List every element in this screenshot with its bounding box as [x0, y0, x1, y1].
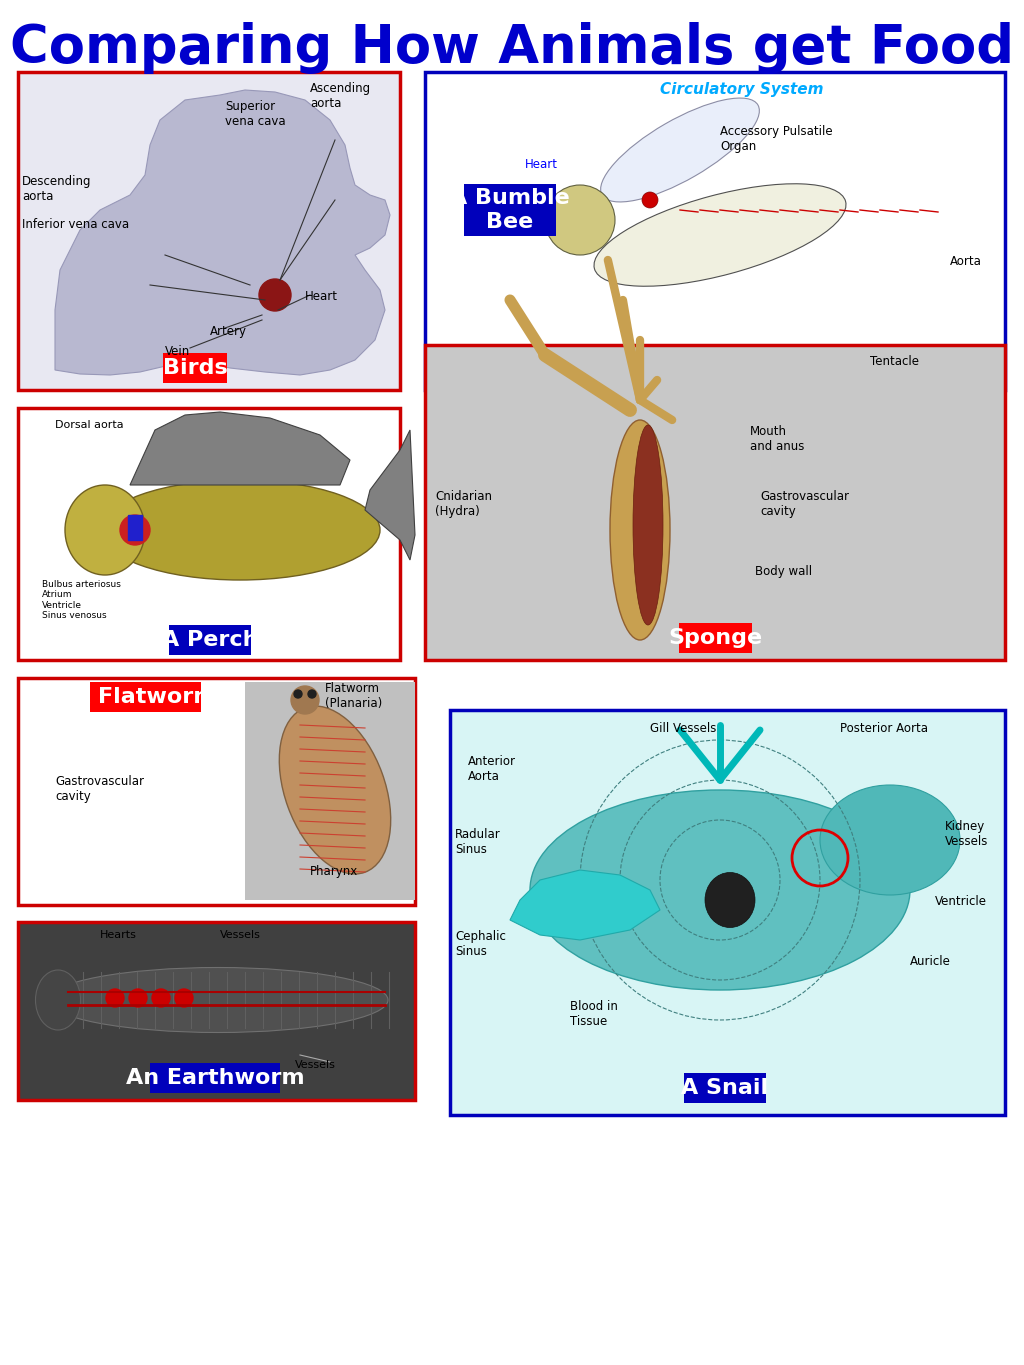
Text: Vessels: Vessels	[295, 1061, 336, 1070]
Circle shape	[642, 192, 658, 207]
Ellipse shape	[280, 706, 391, 874]
Text: A Snail: A Snail	[681, 1078, 769, 1097]
Text: Flatworm
(Planaria): Flatworm (Planaria)	[325, 682, 382, 710]
Circle shape	[106, 990, 124, 1007]
Text: Accessory Pulsatile
Organ: Accessory Pulsatile Organ	[720, 126, 833, 153]
Text: Descending
aorta: Descending aorta	[22, 175, 91, 203]
Text: Comparing How Animals get Food: Comparing How Animals get Food	[10, 22, 1014, 74]
Circle shape	[294, 689, 302, 698]
Text: Gastrovascular
cavity: Gastrovascular cavity	[760, 490, 849, 517]
Text: Gill Vessels: Gill Vessels	[650, 722, 717, 734]
Text: A Bumble
Bee: A Bumble Bee	[451, 188, 570, 232]
Text: Heart: Heart	[525, 158, 558, 171]
Ellipse shape	[601, 98, 760, 202]
FancyBboxPatch shape	[18, 408, 400, 661]
FancyBboxPatch shape	[245, 682, 415, 900]
Text: Hearts: Hearts	[100, 930, 137, 940]
Ellipse shape	[48, 968, 388, 1032]
Text: Artery: Artery	[210, 325, 247, 339]
Text: An Earthworm: An Earthworm	[126, 1067, 304, 1088]
Circle shape	[545, 186, 615, 255]
FancyBboxPatch shape	[89, 682, 201, 713]
FancyBboxPatch shape	[18, 921, 415, 1100]
Text: Tentacle: Tentacle	[870, 355, 919, 369]
FancyBboxPatch shape	[18, 72, 400, 390]
Polygon shape	[365, 430, 415, 560]
Text: Kidney
Vessels: Kidney Vessels	[945, 820, 988, 848]
Text: Inferior vena cava: Inferior vena cava	[22, 218, 129, 231]
Text: Posterior Aorta: Posterior Aorta	[840, 722, 928, 734]
Text: Aorta: Aorta	[950, 255, 982, 268]
FancyBboxPatch shape	[425, 345, 1005, 661]
Ellipse shape	[594, 184, 846, 287]
Ellipse shape	[65, 485, 145, 575]
Text: Pharynx: Pharynx	[310, 865, 358, 878]
Bar	[128, 515, 142, 541]
Polygon shape	[130, 412, 350, 485]
Ellipse shape	[100, 480, 380, 580]
Text: Cnidarian
(Hydra): Cnidarian (Hydra)	[435, 490, 492, 517]
Circle shape	[129, 990, 147, 1007]
Text: Mouth
and anus: Mouth and anus	[750, 425, 805, 453]
Text: Vessels: Vessels	[220, 930, 261, 940]
Text: Body wall: Body wall	[755, 565, 812, 577]
Text: Anterior
Aorta: Anterior Aorta	[468, 755, 516, 784]
FancyBboxPatch shape	[163, 354, 226, 384]
Text: Sponge: Sponge	[668, 628, 762, 648]
Ellipse shape	[36, 971, 81, 1031]
Text: Auricle: Auricle	[910, 955, 951, 968]
FancyBboxPatch shape	[150, 1063, 280, 1093]
Text: Superior
vena cava: Superior vena cava	[225, 100, 286, 128]
Text: Birds: Birds	[163, 358, 227, 378]
Polygon shape	[510, 870, 660, 940]
Text: Cephalic
Sinus: Cephalic Sinus	[455, 930, 506, 958]
Circle shape	[291, 687, 319, 714]
Text: Circulatory System: Circulatory System	[660, 82, 823, 97]
Text: Heart: Heart	[305, 289, 338, 303]
Text: Blood in
Tissue: Blood in Tissue	[570, 1001, 617, 1028]
Circle shape	[175, 990, 193, 1007]
Circle shape	[308, 689, 316, 698]
Text: Ascending
aorta: Ascending aorta	[310, 82, 371, 111]
Ellipse shape	[610, 420, 670, 640]
FancyBboxPatch shape	[169, 625, 251, 655]
Ellipse shape	[530, 790, 910, 990]
Text: Bulbus arteriosus
Atrium
Ventricle
Sinus venosus: Bulbus arteriosus Atrium Ventricle Sinus…	[42, 580, 121, 620]
FancyBboxPatch shape	[464, 184, 556, 236]
FancyBboxPatch shape	[18, 678, 415, 905]
Circle shape	[259, 278, 291, 311]
Text: Ventricle: Ventricle	[935, 895, 987, 908]
Ellipse shape	[633, 425, 663, 625]
Text: A Perch: A Perch	[162, 631, 258, 650]
Text: Radular
Sinus: Radular Sinus	[455, 829, 501, 856]
FancyBboxPatch shape	[450, 710, 1005, 1115]
Ellipse shape	[705, 872, 755, 927]
Text: Vein: Vein	[165, 345, 190, 358]
Text: A Flatworm: A Flatworm	[74, 687, 217, 707]
FancyBboxPatch shape	[425, 72, 1005, 390]
Text: Dorsal aorta: Dorsal aorta	[55, 420, 124, 430]
FancyBboxPatch shape	[684, 1073, 766, 1103]
Ellipse shape	[820, 785, 961, 895]
Circle shape	[120, 515, 150, 545]
Polygon shape	[55, 90, 390, 375]
FancyBboxPatch shape	[679, 622, 752, 652]
Circle shape	[152, 990, 170, 1007]
Text: Gastrovascular
cavity: Gastrovascular cavity	[55, 775, 144, 803]
